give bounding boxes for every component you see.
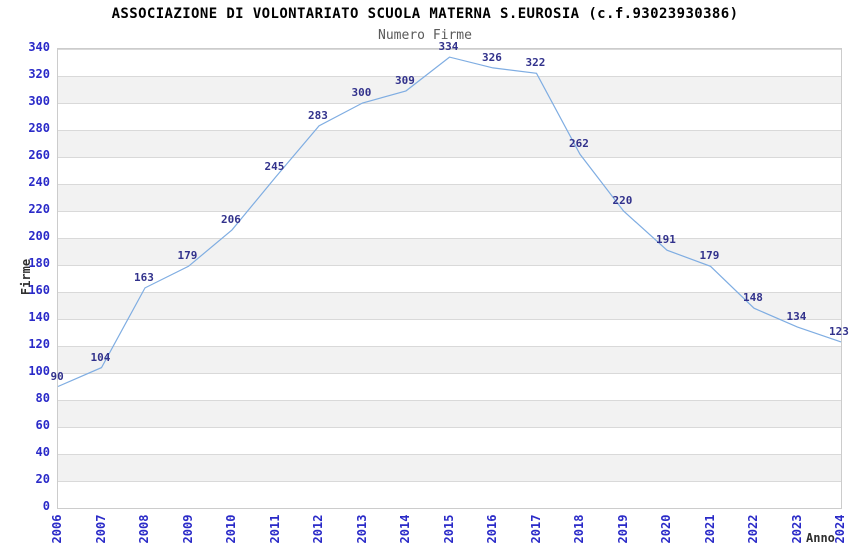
x-axis-title: Anno: [806, 531, 835, 545]
y-tick-label: 220: [28, 202, 50, 216]
y-tick-label: 200: [28, 229, 50, 243]
y-tick-label: 160: [28, 283, 50, 297]
data-point-label: 245: [264, 160, 285, 174]
x-tick-label: 2011: [267, 514, 282, 544]
x-tick-label: 2022: [746, 514, 760, 544]
y-tick-label: 240: [28, 175, 50, 189]
x-tick-label: 2023: [789, 514, 804, 544]
data-point-label: 179: [699, 249, 720, 263]
y-tick-label: 300: [28, 94, 50, 108]
x-tick-label: 2008: [137, 514, 151, 544]
y-tick-label: 40: [35, 445, 50, 459]
y-tick-label: 60: [35, 418, 50, 432]
x-tick-label: 2013: [354, 514, 369, 544]
x-tick-label: 2012: [311, 514, 325, 544]
x-tick-label: 2015: [441, 514, 456, 544]
data-point-label: 309: [395, 73, 415, 87]
line-series: [57, 56, 842, 388]
x-tick-label: 2020: [659, 514, 673, 544]
data-point-label: 220: [612, 194, 633, 207]
data-point-label: 134: [786, 310, 807, 324]
data-point-label: 191: [656, 233, 676, 247]
y-tick-label: 280: [28, 121, 50, 135]
x-tick-label: 2006: [50, 514, 64, 544]
y-tick-label: 260: [28, 148, 50, 162]
data-point-label: 326: [482, 50, 502, 64]
data-point-label: 104: [90, 350, 111, 364]
data-point-label: 262: [569, 137, 589, 151]
data-point-label: 179: [177, 249, 198, 263]
y-tick-label: 340: [28, 40, 50, 54]
y-tick-label: 320: [28, 67, 50, 81]
y-tick-label: 120: [28, 337, 50, 351]
plot-area: [57, 48, 842, 509]
chart-title: ASSOCIAZIONE DI VOLONTARIATO SCUOLA MATE…: [111, 6, 739, 22]
y-tick-label: 20: [35, 472, 50, 486]
data-point-label: 123: [829, 324, 849, 338]
data-point-label: 206: [221, 212, 241, 226]
data-point-label: 148: [743, 291, 763, 305]
x-tick-label: 2024: [833, 514, 847, 544]
x-tick-label: 2017: [528, 514, 543, 544]
data-point-label: 90: [50, 369, 64, 383]
x-tick-label: 2019: [615, 514, 630, 544]
data-point-label: 283: [308, 108, 328, 122]
x-tick-label: 2014: [398, 514, 412, 544]
x-tick-label: 2018: [572, 514, 586, 544]
y-tick-label: 80: [35, 391, 50, 405]
data-point-label: 300: [351, 86, 372, 99]
data-point-label: 322: [525, 56, 546, 70]
x-tick-label: 2010: [224, 514, 238, 544]
y-tick-label: 100: [28, 364, 50, 378]
x-tick-label: 2016: [485, 514, 499, 544]
series-line: [57, 56, 842, 388]
y-tick-label: 180: [28, 256, 50, 270]
y-tick-label: 140: [28, 310, 50, 324]
y-tick-label: 0: [42, 499, 50, 513]
data-point-label: 334: [438, 40, 459, 54]
data-point-label: 163: [134, 270, 154, 284]
x-tick-label: 2021: [702, 514, 717, 544]
chart-subtitle: Numero Firme: [378, 28, 472, 43]
x-tick-label: 2009: [180, 514, 195, 544]
x-tick-label: 2007: [93, 514, 108, 544]
